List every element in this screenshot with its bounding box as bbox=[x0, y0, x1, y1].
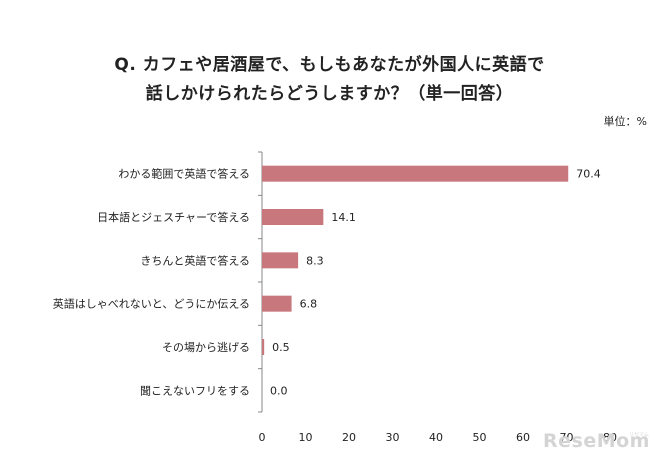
bar bbox=[262, 209, 324, 225]
x-tick-label: 0 bbox=[259, 431, 266, 444]
data-label: 6.8 bbox=[300, 298, 318, 311]
category-label: その場から逃げる bbox=[162, 341, 250, 354]
unit-label: 単位：% bbox=[603, 115, 647, 128]
bar bbox=[262, 252, 299, 269]
x-tick-label: 10 bbox=[299, 431, 313, 444]
watermark-subtext: リセマム bbox=[628, 432, 649, 438]
data-label: 14.1 bbox=[331, 211, 356, 224]
x-tick-label: 50 bbox=[473, 431, 487, 444]
bar bbox=[262, 295, 292, 312]
resemom-watermark: ReseMom リセマム bbox=[543, 430, 655, 452]
category-label: 聞こえないフリをする bbox=[140, 384, 250, 397]
watermark-text: ReseMom bbox=[543, 430, 650, 452]
data-label: 8.3 bbox=[306, 254, 324, 267]
x-tick-label: 40 bbox=[429, 431, 443, 444]
category-label: 英語はしゃべれないと、どうにか伝える bbox=[53, 297, 250, 311]
data-label: 0.5 bbox=[272, 341, 290, 354]
x-tick-label: 70 bbox=[560, 431, 574, 444]
x-tick-label: 30 bbox=[386, 431, 400, 444]
category-label: 日本語とジェスチャーで答える bbox=[97, 210, 250, 224]
data-label: 0.0 bbox=[270, 384, 288, 397]
x-tick-label: 60 bbox=[516, 431, 530, 444]
category-label: きちんと英語で答える bbox=[140, 253, 250, 267]
category-label: わかる範囲で英語で答える bbox=[118, 167, 250, 181]
bar bbox=[262, 339, 265, 355]
data-label: 70.4 bbox=[576, 168, 601, 181]
x-tick-label: 20 bbox=[342, 431, 356, 444]
x-tick-label: 80 bbox=[603, 431, 617, 444]
chart-title-line1: Q. カフェや居酒屋で、もしもあなたが外国人に英語で bbox=[114, 55, 545, 75]
bar bbox=[262, 165, 569, 182]
chart-title-line2: 話しかけられたらどうしますか？（単一回答） bbox=[145, 84, 514, 104]
